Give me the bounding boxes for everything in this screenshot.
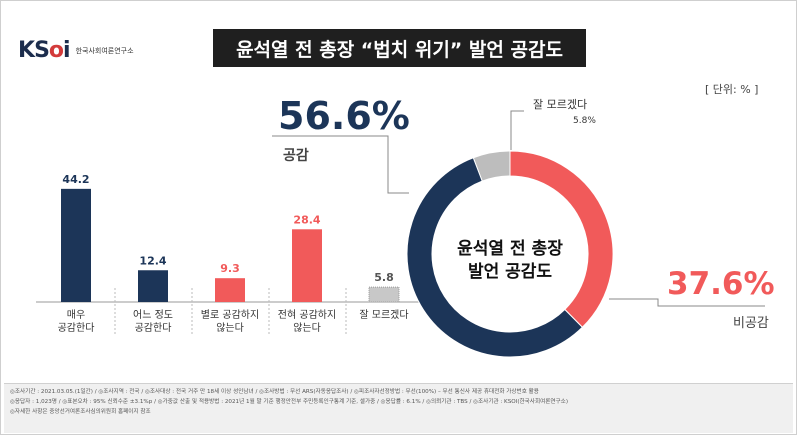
bar-category-label-3: 별로 공감하지 [201, 308, 259, 321]
bar-4 [292, 229, 322, 302]
logo-mark: KSoi [18, 38, 71, 63]
footer-line-1: ◎조사기간 : 2021.03.05.(1일간) / ◎조사지역 : 전국 / … [10, 389, 539, 395]
logo-subtitle: 한국사회여론연구소 [75, 46, 134, 55]
agree-label: 공감 [283, 148, 309, 164]
agree-leader-line [272, 135, 409, 194]
chart-title: 윤석열 전 총장 “법치 위기” 발언 공감도 [213, 29, 586, 67]
bar-category-label-2: 공감한다 [135, 322, 172, 334]
bar-category-label-5: 잘 모르겠다 [359, 309, 408, 321]
donut-slice-1 [406, 157, 584, 358]
bar-category-label-1: 매우 [67, 309, 85, 321]
bar-value-label-2: 12.4 [139, 254, 166, 267]
bar-category-label-2: 어느 정도 [133, 309, 173, 321]
bar-category-label-4: 않는다 [293, 322, 321, 334]
bar-value-label-4: 28.4 [293, 213, 320, 226]
bar-category-label-4: 전혀 공감하지 [278, 308, 336, 321]
disagree-leader-line [609, 298, 765, 307]
bar-category-label-1: 공감한다 [58, 322, 95, 334]
donut-center-line1: 윤석열 전 총장 [457, 239, 563, 259]
bar-1 [61, 188, 91, 302]
unsure-percent: 5.8% [573, 116, 596, 126]
survey-footer: ◎조사기간 : 2021.03.05.(1일간) / ◎조사지역 : 전국 / … [4, 383, 793, 433]
disagree-label: 비공감 [733, 316, 769, 331]
bar-value-label-3: 9.3 [220, 262, 240, 275]
bar-3 [215, 278, 245, 302]
unsure-label: 잘 모르겠다 [533, 98, 588, 111]
disagree-percent: 37.6% [667, 266, 775, 302]
donut-center-line2: 발언 공감도 [468, 262, 552, 282]
unit-label: [ 단위: % ] [705, 83, 759, 96]
ksoi-logo: KSoi 한국사회여론연구소 [18, 38, 134, 63]
footer-line-2: ◎응답자 : 1,023명 / ◎표본오차 : 95% 신뢰수준 ±3.1%p … [10, 399, 569, 405]
footer-line-3: ◎자세한 사항은 중앙선거여론조사심의위원회 홈페이지 참조 [10, 409, 151, 415]
bar-category-label-3: 않는다 [216, 322, 244, 334]
bar-value-label-5: 5.8 [374, 271, 394, 284]
bar-5 [368, 286, 400, 303]
donut-chart [406, 150, 614, 358]
agree-percent: 56.6% [278, 94, 410, 138]
bar-2 [138, 270, 168, 302]
bar-value-label-1: 44.2 [62, 173, 89, 186]
unsure-leader-line [510, 110, 524, 150]
